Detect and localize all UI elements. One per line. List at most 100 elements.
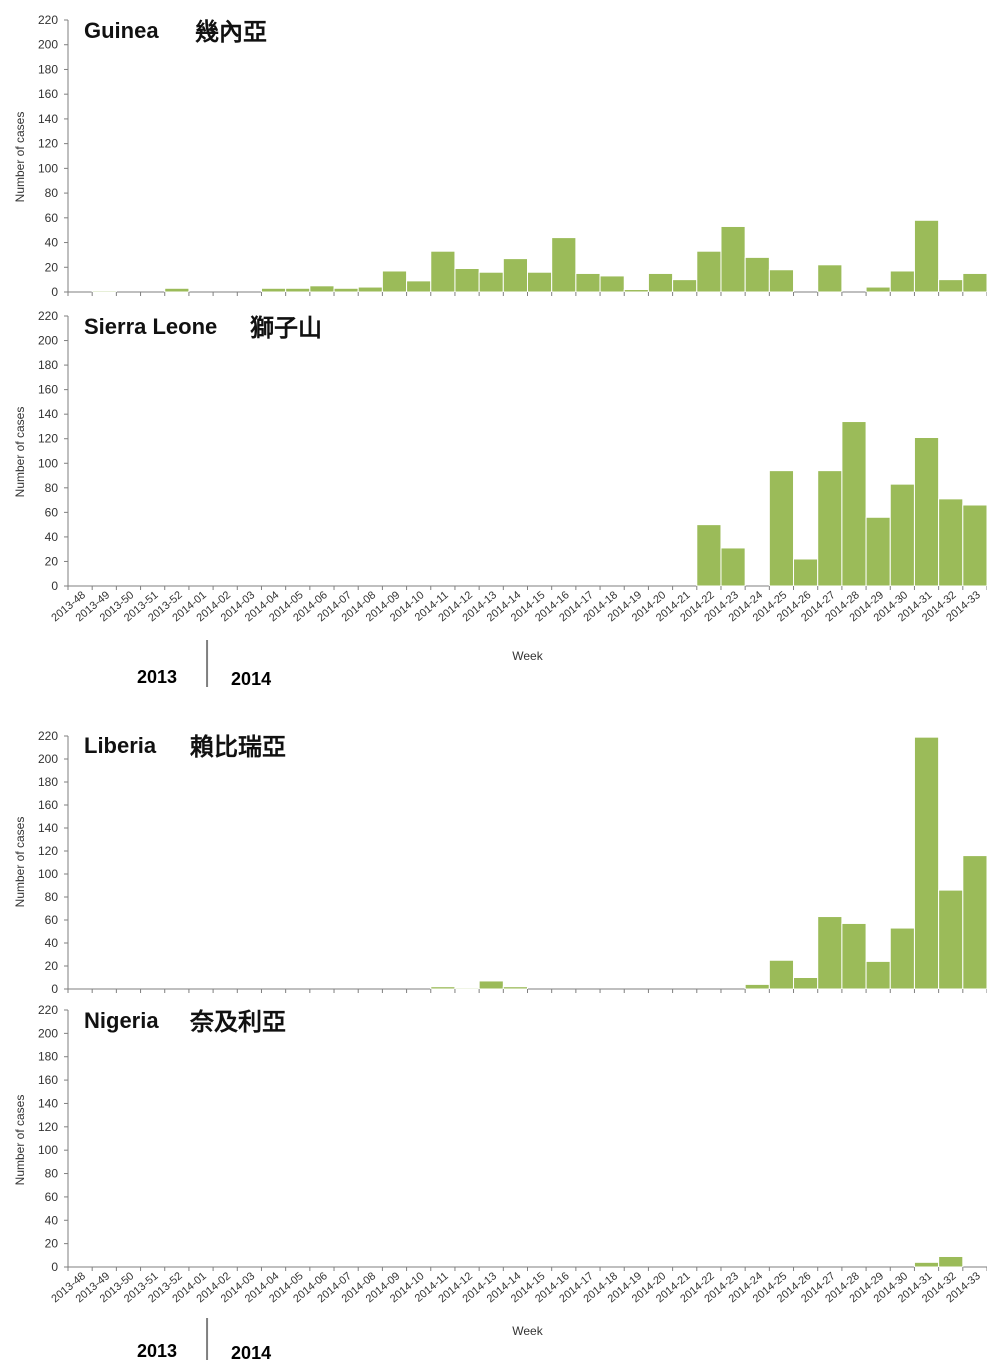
y-tick-label: 120 [38,432,58,446]
bar-2014-30 [889,483,915,587]
bar-2014-24 [744,983,770,990]
y-tick-label: 80 [45,890,59,904]
y-tick-label: 80 [45,481,59,495]
y-tick-label: 0 [51,1260,58,1274]
y-tick-label: 40 [45,236,59,250]
panel-title-local: 賴比瑞亞 [190,732,286,761]
y-tick-label: 220 [38,1003,58,1017]
y-tick-label: 120 [38,844,58,858]
y-tick-label: 20 [45,554,59,568]
panel-guinea: 0 20 40 60 80 100 120 140 160 180 200 220 Number of … [13,13,987,299]
panel-title-local: 幾內亞 [195,17,267,46]
y-tick-label: 40 [45,1213,59,1227]
bar-2014-21 [672,279,698,293]
panel-sierra-leone: 0204060801001201401601802002202013-48201… [13,309,987,689]
bar-2014-25 [768,269,795,293]
y-tick-label: 80 [45,186,59,200]
bar-2014-30 [889,270,915,293]
y-tick-label: 200 [38,334,58,348]
y-tick-label: 20 [45,959,59,973]
bar-2014-10 [406,280,432,293]
y-tick-label: 60 [45,211,59,225]
y-axis-title: Number of cases [13,407,27,498]
y-tick-label: 160 [38,383,58,397]
y-tick-label: 100 [38,867,58,881]
y-tick-label: 200 [38,38,58,52]
y-tick-label: 60 [45,1190,59,1204]
y-tick-label: 160 [38,798,58,812]
y-tick-label: 0 [51,285,58,299]
y-tick-label: 40 [45,936,59,950]
bar-2014-13 [478,271,504,293]
y-tick-label: 0 [51,982,58,996]
bar-2014-31 [913,219,940,293]
year-label-2013: 2013 [137,1341,177,1360]
bar-2014-26 [793,977,819,990]
year-label-2013: 2013 [137,667,177,687]
bar-2014-23 [720,547,746,587]
bar-2014-19 [623,289,649,293]
bar-2014-25 [768,470,795,587]
bar-2014-15 [527,271,553,293]
y-tick-label: 60 [45,913,59,927]
bar-2014-31 [913,437,940,587]
bar-2014-28 [841,922,867,990]
bar-2014-16 [551,237,577,293]
bar-2014-09 [381,270,408,293]
bar-2014-22 [696,524,722,587]
y-tick-label: 80 [45,1167,59,1181]
bar-2014-06 [309,285,335,293]
bar-2014-28 [841,421,867,587]
bar-2014-14 [502,986,529,990]
bar-2014-18 [599,275,625,293]
bar-2014-33 [962,504,987,587]
y-tick-label: 100 [38,161,58,175]
bar-2014-12 [454,987,480,990]
panel-title: Liberia [84,733,157,758]
bar-2014-32 [938,279,964,293]
panel-title-local: 獅子山 [250,313,322,342]
y-tick-label: 120 [38,137,58,151]
y-tick-label: 20 [45,1237,59,1251]
y-tick-label: 140 [38,112,58,126]
bar-2014-31 [913,736,940,990]
bar-2014-33 [962,855,987,990]
y-tick-label: 160 [38,87,58,101]
y-tick-label: 200 [38,752,58,766]
bar-2013-49 [91,290,117,293]
bar-2014-05 [285,287,311,293]
bar-2014-27 [817,916,843,990]
panel-nigeria: 0204060801001201401601802002202013-48201… [13,1003,987,1360]
panel-title-local: 奈及利亞 [189,1007,286,1036]
bar-2014-08 [357,286,383,293]
bar-2014-32 [938,889,964,990]
bar-2014-32 [938,1255,964,1268]
bar-2014-32 [938,498,964,587]
y-tick-label: 220 [38,729,58,743]
bar-2014-22 [696,250,722,293]
y-tick-label: 220 [38,309,58,323]
y-tick-label: 100 [38,1143,58,1157]
bar-2014-04 [260,287,287,293]
bar-2014-27 [817,264,843,293]
y-tick-label: 20 [45,260,59,274]
y-tick-label: 0 [51,579,58,593]
bar-2014-26 [793,558,819,587]
bar-2014-07 [333,287,359,293]
y-axis-title: Number of cases [13,817,27,908]
y-tick-label: 120 [38,1120,58,1134]
bar-2014-13 [478,980,504,990]
bar-2014-17 [575,272,601,293]
panel-liberia: 0 20 40 60 80 100 120 140 160 180 200 220 Number of … [13,729,987,996]
y-tick-label: 220 [38,13,58,27]
y-tick-label: 140 [38,821,58,835]
y-tick-label: 180 [38,1050,58,1064]
bar-2014-20 [647,272,674,293]
y-tick-label: 40 [45,530,59,544]
bar-2014-29 [865,960,891,990]
panel-title: Nigeria [84,1008,159,1033]
bar-2014-24 [744,256,770,293]
year-label-2014: 2014 [231,1343,271,1360]
year-label-2014: 2014 [231,669,271,689]
bar-2014-27 [817,470,843,587]
